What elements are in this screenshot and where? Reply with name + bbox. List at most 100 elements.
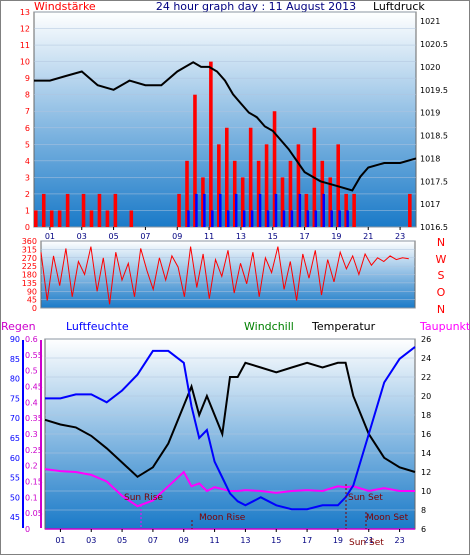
wind-bar <box>89 210 94 227</box>
gust-bar <box>314 210 318 227</box>
x-tick-label: 09 <box>179 536 189 545</box>
compass-label-n-bottom: N <box>437 303 445 316</box>
gust-bar <box>195 193 198 227</box>
gust-bar <box>282 210 286 227</box>
x-tick-label: 03 <box>86 536 96 545</box>
gust-bar <box>290 210 294 227</box>
direction-tick-label: 90 <box>27 287 37 296</box>
wind-bar <box>49 210 54 227</box>
temp-tick-label: 16 <box>421 430 431 439</box>
regen-tick-label: 0.25 <box>25 446 43 455</box>
wind-bar <box>408 193 412 227</box>
pressure-tick-label: 1016.5 <box>420 223 448 232</box>
gust-bar <box>203 193 206 227</box>
wind-bar <box>280 177 285 227</box>
compass-label-s: S <box>438 269 445 282</box>
regen-tick-label: 0.35 <box>25 414 43 423</box>
x-tick-label: 09 <box>172 232 182 241</box>
wind-bar <box>209 61 213 227</box>
wind-direction-series <box>40 246 409 305</box>
x-tick-label: 01 <box>45 232 55 241</box>
humidity-tick-label: 50 <box>10 493 20 502</box>
wind-direction-line <box>40 246 409 305</box>
wind-tick-label: 8 <box>25 91 30 100</box>
wind-tick-label: 5 <box>25 140 30 149</box>
humidity-tick-label: 80 <box>10 375 20 384</box>
wind-bar <box>57 210 62 227</box>
humidity-tick-label: 60 <box>10 454 20 463</box>
x-tick-label: 19 <box>331 232 341 241</box>
wind-tick-label: 13 <box>20 8 30 17</box>
taupunkt-line <box>44 468 415 508</box>
gust-bar <box>338 210 341 227</box>
x-tick-label: 15 <box>268 232 278 241</box>
direction-tick-label: 45 <box>27 296 37 305</box>
wind-bar <box>105 210 110 227</box>
direction-tick-label: 225 <box>22 262 37 271</box>
humidity-axis-labels: 45 50 55 60 65 70 75 80 85 90 <box>10 335 20 522</box>
x-tick-label: 17 <box>302 536 312 545</box>
x-tick-label: 13 <box>236 232 246 241</box>
direction-tick-label: 135 <box>22 279 37 288</box>
wind-bar <box>272 111 277 227</box>
x-tick-label: 03 <box>77 232 87 241</box>
gust-bar <box>187 210 190 227</box>
wind-bar <box>304 193 309 227</box>
regen-tick-label: 0.1 <box>25 493 38 502</box>
sun-set-axis-label: Sun Set <box>349 538 384 548</box>
legend-taupunkt: Taupunkt <box>419 320 470 333</box>
wind-bar <box>264 144 269 227</box>
temp-tick-label: 12 <box>421 468 431 477</box>
pressure-tick-label: 1020 <box>420 63 440 72</box>
wind-bar <box>34 210 38 227</box>
regen-axis-labels: 0 0.05 0.1 0.15 0.2 0.25 0.3 0.35 0.4 0.45 0.5 0.55… <box>25 335 43 534</box>
gust-bar <box>242 210 246 227</box>
wind-bar <box>344 193 348 227</box>
legend-temperatur: Temperatur <box>311 320 376 333</box>
temperature-axis-labels: 6 8 10 12 14 16 18 20 22 24 26 <box>421 335 431 534</box>
wind-tick-label: 4 <box>25 157 30 166</box>
temp-tick-label: 18 <box>421 411 431 420</box>
wind-bar <box>97 193 102 227</box>
x-tick-label: 07 <box>148 536 158 545</box>
regen-tick-label: 0 <box>25 525 30 534</box>
x-tick-label: 13 <box>240 536 250 545</box>
pressure-tick-label: 1019 <box>420 109 440 118</box>
gust-bar <box>274 193 278 227</box>
gust-bar <box>227 210 230 227</box>
x-tick-label: 17 <box>299 232 309 241</box>
legend-luftfeuchte: Luftfeuchte <box>66 320 129 333</box>
wind-tick-label: 2 <box>25 190 30 199</box>
direction-tick-label: 360 <box>22 237 37 246</box>
temp-tick-label: 14 <box>421 449 431 458</box>
temp-tick-label: 24 <box>421 354 431 363</box>
pressure-tick-label: 1018.5 <box>420 132 448 141</box>
regen-tick-label: 0.5 <box>25 367 38 376</box>
x-tick-label: 21 <box>364 536 374 545</box>
humidity-tick-label: 70 <box>10 414 20 423</box>
moon-set-label: Moon Set <box>366 513 409 523</box>
wind-bar <box>328 177 333 227</box>
wind-pressure-x-axis-labels: 01 03 05 07 09 11 13 15 17 19 21 23 <box>45 227 405 241</box>
gust-bar <box>258 193 262 227</box>
wind-bar <box>288 160 293 227</box>
x-tick-label: 15 <box>271 536 281 545</box>
wind-bar <box>217 144 221 227</box>
regen-tick-label: 0.4 <box>25 398 38 407</box>
temp-tick-label: 26 <box>421 335 431 344</box>
gust-bar <box>322 193 325 227</box>
regen-tick-label: 0.2 <box>25 462 38 471</box>
regen-tick-label: 0.6 <box>25 335 38 344</box>
temp-tick-label: 6 <box>421 525 426 534</box>
wind-bar <box>113 193 118 227</box>
wind-tick-label: 9 <box>25 74 30 83</box>
gust-bar <box>298 193 302 227</box>
pressure-line <box>34 61 417 192</box>
wind-bar <box>129 210 134 227</box>
gust-bar <box>330 210 333 227</box>
wind-tick-label: 6 <box>25 124 30 133</box>
x-tick-label: 11 <box>204 232 214 241</box>
